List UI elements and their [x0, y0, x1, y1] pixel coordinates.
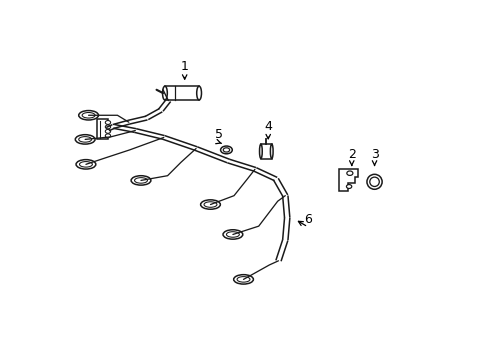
Ellipse shape	[79, 111, 98, 120]
FancyBboxPatch shape	[97, 119, 108, 139]
Circle shape	[347, 171, 353, 175]
Circle shape	[105, 125, 111, 129]
Ellipse shape	[196, 86, 201, 100]
Bar	[261, 144, 272, 158]
Ellipse shape	[367, 174, 382, 189]
Text: 6: 6	[304, 213, 312, 226]
Text: 2: 2	[348, 148, 356, 161]
Text: 1: 1	[181, 60, 189, 73]
Text: 3: 3	[370, 148, 378, 161]
Ellipse shape	[223, 230, 243, 239]
Circle shape	[105, 121, 111, 125]
Ellipse shape	[131, 176, 151, 185]
Circle shape	[105, 134, 111, 138]
Text: 4: 4	[264, 120, 272, 133]
Ellipse shape	[270, 144, 273, 158]
Ellipse shape	[260, 144, 262, 158]
Ellipse shape	[76, 159, 96, 169]
Polygon shape	[339, 169, 358, 191]
Circle shape	[105, 129, 111, 133]
Ellipse shape	[220, 146, 232, 154]
Ellipse shape	[75, 135, 95, 144]
Ellipse shape	[163, 86, 167, 100]
Circle shape	[346, 185, 352, 188]
Ellipse shape	[200, 200, 220, 209]
Ellipse shape	[234, 275, 253, 284]
Text: 5: 5	[215, 128, 223, 141]
Bar	[165, 86, 199, 100]
